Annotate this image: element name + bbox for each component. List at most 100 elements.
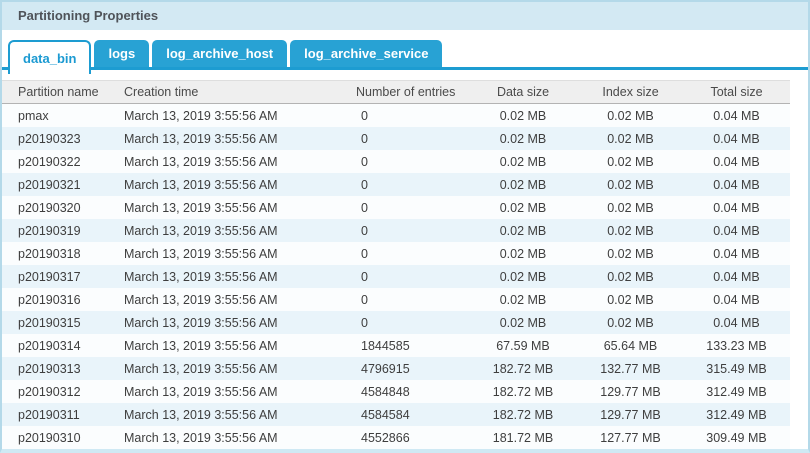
table-header-row: Partition name Creation time Number of ent… xyxy=(2,80,790,104)
cell-creation-time: March 13, 2019 3:55:56 AM xyxy=(120,311,353,334)
cell-partition-name: p20190322 xyxy=(2,150,120,173)
table-row: p20190311 March 13, 2019 3:55:56 AM 458458… xyxy=(2,403,790,426)
cell-data-size: 182.72 MB xyxy=(468,403,578,426)
cell-index-size: 0.02 MB xyxy=(578,265,683,288)
table-row: p20190314 March 13, 2019 3:55:56 AM 184458… xyxy=(2,334,790,357)
cell-total-size: 0.04 MB xyxy=(683,242,790,265)
cell-creation-time: March 13, 2019 3:55:56 AM xyxy=(120,173,353,196)
cell-index-size: 129.77 MB xyxy=(578,403,683,426)
cell-number-of-entries: 4584848 xyxy=(353,380,468,403)
cell-index-size: 65.64 MB xyxy=(578,334,683,357)
column-header-partition-name: Partition name xyxy=(2,80,120,104)
table-body: pmax March 13, 2019 3:55:56 AM 0 0.02 MB 0.0… xyxy=(2,104,790,449)
cell-number-of-entries: 0 xyxy=(353,288,468,311)
cell-partition-name: pmax xyxy=(2,104,120,127)
tab-log_archive_service[interactable]: log_archive_service xyxy=(290,40,443,67)
cell-partition-name: p20190321 xyxy=(2,173,120,196)
tab-log_archive_host[interactable]: log_archive_host xyxy=(152,40,288,67)
cell-index-size: 0.02 MB xyxy=(578,242,683,265)
tab-logs[interactable]: logs xyxy=(94,40,150,67)
cell-total-size: 0.04 MB xyxy=(683,196,790,219)
cell-index-size: 0.02 MB xyxy=(578,311,683,334)
cell-creation-time: March 13, 2019 3:55:56 AM xyxy=(120,242,353,265)
cell-partition-name: p20190320 xyxy=(2,196,120,219)
cell-data-size: 0.02 MB xyxy=(468,219,578,242)
cell-index-size: 0.02 MB xyxy=(578,196,683,219)
cell-creation-time: March 13, 2019 3:55:56 AM xyxy=(120,127,353,150)
cell-number-of-entries: 0 xyxy=(353,150,468,173)
cell-data-size: 0.02 MB xyxy=(468,104,578,127)
cell-partition-name: p20190316 xyxy=(2,288,120,311)
cell-total-size: 312.49 MB xyxy=(683,380,790,403)
cell-number-of-entries: 4552866 xyxy=(353,426,468,449)
cell-creation-time: March 13, 2019 3:55:56 AM xyxy=(120,334,353,357)
cell-creation-time: March 13, 2019 3:55:56 AM xyxy=(120,104,353,127)
cell-partition-name: p20190314 xyxy=(2,334,120,357)
cell-index-size: 0.02 MB xyxy=(578,150,683,173)
cell-number-of-entries: 0 xyxy=(353,196,468,219)
cell-total-size: 0.04 MB xyxy=(683,265,790,288)
table-row: p20190317 March 13, 2019 3:55:56 AM 0 0.02 … xyxy=(2,265,790,288)
cell-data-size: 0.02 MB xyxy=(468,127,578,150)
cell-index-size: 0.02 MB xyxy=(578,288,683,311)
cell-data-size: 181.72 MB xyxy=(468,426,578,449)
cell-data-size: 0.02 MB xyxy=(468,242,578,265)
cell-partition-name: p20190310 xyxy=(2,426,120,449)
tab-data_bin[interactable]: data_bin xyxy=(8,40,92,74)
partitions-table: Partition name Creation time Number of ent… xyxy=(2,80,790,449)
cell-creation-time: March 13, 2019 3:55:56 AM xyxy=(120,265,353,288)
cell-number-of-entries: 0 xyxy=(353,311,468,334)
cell-data-size: 0.02 MB xyxy=(468,150,578,173)
cell-partition-name: p20190323 xyxy=(2,127,120,150)
table-row: p20190318 March 13, 2019 3:55:56 AM 0 0.02 … xyxy=(2,242,790,265)
table-row: p20190316 March 13, 2019 3:55:56 AM 0 0.02 … xyxy=(2,288,790,311)
cell-index-size: 127.77 MB xyxy=(578,426,683,449)
table-row: p20190323 March 13, 2019 3:55:56 AM 0 0.02 … xyxy=(2,127,790,150)
table-header: Partition name Creation time Number of ent… xyxy=(2,80,790,104)
column-header-data-size: Data size xyxy=(468,80,578,104)
cell-partition-name: p20190313 xyxy=(2,357,120,380)
cell-data-size: 0.02 MB xyxy=(468,196,578,219)
table-row: p20190312 March 13, 2019 3:55:56 AM 458484… xyxy=(2,380,790,403)
tab-bar: data_bin logs log_archive_host log_archive_… xyxy=(2,40,808,74)
table-row: p20190310 March 13, 2019 3:55:56 AM 455286… xyxy=(2,426,790,449)
cell-number-of-entries: 0 xyxy=(353,127,468,150)
cell-index-size: 0.02 MB xyxy=(578,219,683,242)
cell-creation-time: March 13, 2019 3:55:56 AM xyxy=(120,426,353,449)
cell-total-size: 0.04 MB xyxy=(683,173,790,196)
cell-total-size: 0.04 MB xyxy=(683,288,790,311)
partitions-table-wrap: Partition name Creation time Number of ent… xyxy=(2,80,808,449)
table-row: p20190315 March 13, 2019 3:55:56 AM 0 0.02 … xyxy=(2,311,790,334)
cell-creation-time: March 13, 2019 3:55:56 AM xyxy=(120,357,353,380)
column-header-index-size: Index size xyxy=(578,80,683,104)
cell-total-size: 312.49 MB xyxy=(683,403,790,426)
cell-total-size: 309.49 MB xyxy=(683,426,790,449)
table-row: p20190321 March 13, 2019 3:55:56 AM 0 0.02 … xyxy=(2,173,790,196)
cell-partition-name: p20190311 xyxy=(2,403,120,426)
cell-data-size: 0.02 MB xyxy=(468,265,578,288)
cell-index-size: 0.02 MB xyxy=(578,104,683,127)
cell-total-size: 0.04 MB xyxy=(683,311,790,334)
cell-creation-time: March 13, 2019 3:55:56 AM xyxy=(120,219,353,242)
cell-index-size: 0.02 MB xyxy=(578,127,683,150)
column-header-creation-time: Creation time xyxy=(120,80,353,104)
table-row: p20190319 March 13, 2019 3:55:56 AM 0 0.02 … xyxy=(2,219,790,242)
table-row: pmax March 13, 2019 3:55:56 AM 0 0.02 MB 0.0… xyxy=(2,104,790,127)
cell-number-of-entries: 0 xyxy=(353,219,468,242)
cell-partition-name: p20190315 xyxy=(2,311,120,334)
column-header-total-size: Total size xyxy=(683,80,790,104)
cell-number-of-entries: 4796915 xyxy=(353,357,468,380)
panel-title: Partitioning Properties xyxy=(2,2,808,30)
cell-creation-time: March 13, 2019 3:55:56 AM xyxy=(120,196,353,219)
cell-creation-time: March 13, 2019 3:55:56 AM xyxy=(120,288,353,311)
cell-partition-name: p20190317 xyxy=(2,265,120,288)
cell-number-of-entries: 1844585 xyxy=(353,334,468,357)
cell-data-size: 0.02 MB xyxy=(468,311,578,334)
cell-partition-name: p20190318 xyxy=(2,242,120,265)
cell-number-of-entries: 0 xyxy=(353,242,468,265)
cell-total-size: 0.04 MB xyxy=(683,219,790,242)
cell-total-size: 315.49 MB xyxy=(683,357,790,380)
cell-number-of-entries: 0 xyxy=(353,173,468,196)
cell-total-size: 0.04 MB xyxy=(683,127,790,150)
